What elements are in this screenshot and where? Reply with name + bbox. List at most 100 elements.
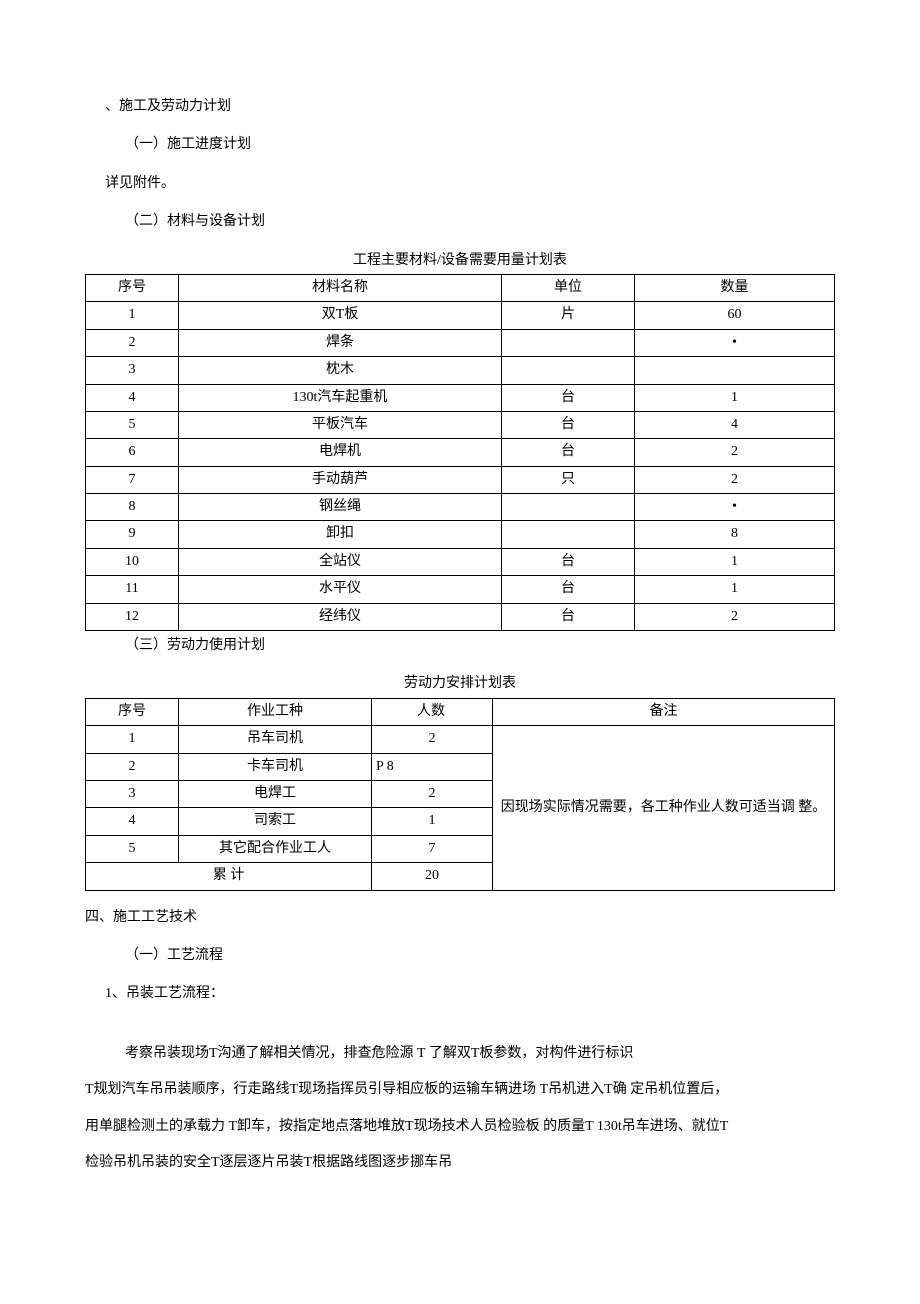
col-header-seq: 序号: [86, 698, 179, 725]
cell-count: 1: [372, 808, 493, 835]
cell-total-label: 累 计: [86, 863, 372, 890]
cell-qty: 8: [635, 521, 835, 548]
body-line: 检验吊机吊装的安全T逐层逐片吊装T根据路线图逐步挪车吊: [85, 1145, 835, 1181]
cell-unit: [502, 357, 635, 384]
cell-name: 焊条: [179, 329, 502, 356]
cell-name: 经纬仪: [179, 603, 502, 630]
cell-seq: 2: [86, 329, 179, 356]
table-row: 12经纬仪台2: [86, 603, 835, 630]
table-row: 1 吊车司机 2 因现场实际情况需要，各工种作业人数可适当调 整。: [86, 726, 835, 753]
table1-title: 工程主要材料/设备需要用量计划表: [85, 250, 835, 272]
cell-seq: 5: [86, 411, 179, 438]
cell-seq: 3: [86, 357, 179, 384]
cell-name: 130t汽车起重机: [179, 384, 502, 411]
cell-seq: 4: [86, 808, 179, 835]
cell-note: 因现场实际情况需要，各工种作业人数可适当调 整。: [493, 726, 835, 890]
cell-qty: 60: [635, 302, 835, 329]
cell-unit: 台: [502, 548, 635, 575]
cell-seq: 6: [86, 439, 179, 466]
cell-name: 钢丝绳: [179, 494, 502, 521]
cell-type: 其它配合作业工人: [179, 835, 372, 862]
table-row: 6电焊机台2: [86, 439, 835, 466]
cell-count: P 8: [372, 753, 493, 780]
cell-name: 手动葫芦: [179, 466, 502, 493]
table-row: 1双T板片60: [86, 302, 835, 329]
cell-type: 司索工: [179, 808, 372, 835]
col-header-type: 作业工种: [179, 698, 372, 725]
cell-qty: 1: [635, 548, 835, 575]
cell-seq: 7: [86, 466, 179, 493]
cell-name: 全站仪: [179, 548, 502, 575]
table2-title: 劳动力安排计划表: [85, 673, 835, 695]
cell-name: 平板汽车: [179, 411, 502, 438]
cell-unit: 台: [502, 603, 635, 630]
cell-qty: 2: [635, 466, 835, 493]
cell-seq: 10: [86, 548, 179, 575]
heading-hoist-process: 1、吊装工艺流程：: [85, 983, 835, 1005]
cell-seq: 4: [86, 384, 179, 411]
cell-unit: [502, 521, 635, 548]
cell-unit: 台: [502, 439, 635, 466]
cell-qty: 2: [635, 603, 835, 630]
cell-qty: 1: [635, 384, 835, 411]
cell-seq: 2: [86, 753, 179, 780]
cell-count: 2: [372, 780, 493, 807]
body-line: 考察吊装现场T沟通了解相关情况，排查危险源 T 了解双T板参数，对构件进行标识: [85, 1036, 835, 1072]
cell-type: 卡车司机: [179, 753, 372, 780]
text-see-attachment: 详见附件。: [85, 173, 835, 195]
cell-seq: 11: [86, 576, 179, 603]
cell-unit: 只: [502, 466, 635, 493]
cell-seq: 1: [86, 302, 179, 329]
col-header-name: 材料名称: [179, 274, 502, 301]
col-header-seq: 序号: [86, 274, 179, 301]
cell-unit: 台: [502, 411, 635, 438]
material-equipment-table: 序号 材料名称 单位 数量 1双T板片60 2焊条• 3枕木 4130t汽车起重…: [85, 274, 835, 631]
cell-qty: •: [635, 494, 835, 521]
table-row: 4130t汽车起重机台1: [86, 384, 835, 411]
cell-seq: 8: [86, 494, 179, 521]
table-row: 8钢丝绳 •: [86, 494, 835, 521]
cell-unit: [502, 329, 635, 356]
cell-seq: 9: [86, 521, 179, 548]
body-text-block: 考察吊装现场T沟通了解相关情况，排查危险源 T 了解双T板参数，对构件进行标识 …: [85, 1036, 835, 1182]
table-header-row: 序号 材料名称 单位 数量: [86, 274, 835, 301]
col-header-note: 备注: [493, 698, 835, 725]
cell-qty: 2: [635, 439, 835, 466]
table-header-row: 序号 作业工种 人数 备注: [86, 698, 835, 725]
cell-qty: [635, 357, 835, 384]
heading-construction-labor: 、施工及劳动力计划: [85, 96, 835, 118]
cell-seq: 12: [86, 603, 179, 630]
cell-name: 电焊机: [179, 439, 502, 466]
col-header-count: 人数: [372, 698, 493, 725]
cell-count: 7: [372, 835, 493, 862]
heading-process: （一）工艺流程: [85, 945, 835, 967]
table-row: 3枕木: [86, 357, 835, 384]
cell-name: 枕木: [179, 357, 502, 384]
cell-type: 吊车司机: [179, 726, 372, 753]
table-row: 10全站仪台1: [86, 548, 835, 575]
table-row: 5平板汽车台4: [86, 411, 835, 438]
cell-unit: 片: [502, 302, 635, 329]
table-row: 11水平仪台1: [86, 576, 835, 603]
cell-total-value: 20: [372, 863, 493, 890]
table-row: 9卸扣8: [86, 521, 835, 548]
col-header-qty: 数量: [635, 274, 835, 301]
cell-seq: 1: [86, 726, 179, 753]
labor-plan-table: 序号 作业工种 人数 备注 1 吊车司机 2 因现场实际情况需要，各工种作业人数…: [85, 698, 835, 891]
cell-unit: 台: [502, 384, 635, 411]
heading-labor-plan: （三）劳动力使用计划: [85, 635, 835, 657]
heading-tech: 四、施工工艺技术: [85, 907, 835, 929]
body-line: T规划汽车吊吊装顺序，行走路线T现场指挥员引导相应板的运输车辆进场 T吊机进入T…: [85, 1072, 835, 1108]
table-row: 2焊条•: [86, 329, 835, 356]
cell-seq: 3: [86, 780, 179, 807]
body-line: 用单腿检测土的承载力 T卸车，按指定地点落地堆放T现场技术人员检验板 的质量T …: [85, 1109, 835, 1145]
cell-unit: [502, 494, 635, 521]
cell-count: 2: [372, 726, 493, 753]
heading-material-equipment: （二）材料与设备计划: [85, 211, 835, 233]
table-row: 7手动葫芦只2: [86, 466, 835, 493]
cell-qty: 4: [635, 411, 835, 438]
heading-schedule: （一）施工进度计划: [85, 134, 835, 156]
cell-qty: 1: [635, 576, 835, 603]
cell-type: 电焊工: [179, 780, 372, 807]
col-header-unit: 单位: [502, 274, 635, 301]
